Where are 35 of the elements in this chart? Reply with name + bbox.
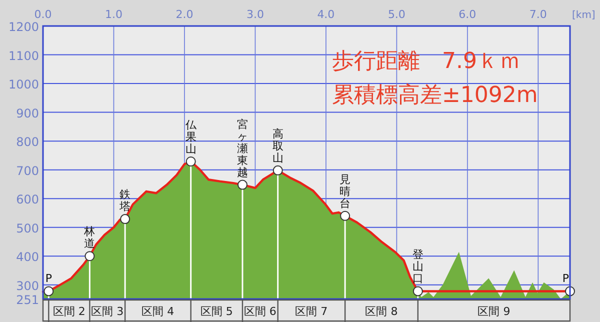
x-tick-label: 7.0	[529, 8, 547, 21]
y-tick-label: 251	[16, 293, 39, 307]
y-tick-label: 700	[16, 164, 39, 178]
x-tick-label: 3.0	[246, 8, 264, 21]
y-tick-label: 400	[16, 250, 39, 264]
y-tick-label: 800	[16, 135, 39, 150]
x-tick-label: 2.0	[176, 8, 194, 21]
y-tick-label: 300	[16, 278, 39, 293]
x-tick-label: 1.0	[104, 8, 122, 21]
annotation: 区間 2	[52, 305, 86, 318]
x-tick-label: 5.0	[388, 8, 406, 21]
x-axis-title: [km]	[572, 10, 596, 21]
y-tick-label: 1000	[8, 78, 39, 92]
x-tick-label: 6.0	[458, 8, 476, 21]
y-tick-label: 500	[16, 221, 39, 236]
annotation: 林道	[83, 225, 96, 250]
annotation: 高取山	[272, 127, 284, 164]
annotation: 区間 6	[244, 305, 276, 318]
annotation: 仏果山	[184, 118, 198, 156]
annotation: 区間 3	[91, 305, 124, 318]
annotation: 鉄塔	[118, 188, 131, 214]
annotation: 区間 4	[142, 305, 174, 318]
y-tick-label: 600	[16, 192, 39, 207]
annotation: 区間 7	[295, 305, 328, 318]
annotation: 見晴台	[340, 172, 351, 210]
annotation: P	[45, 272, 52, 286]
y-tick-label: 900	[16, 106, 39, 120]
annotation: P	[562, 272, 570, 286]
x-tick-label: 4.0	[317, 8, 335, 21]
annotation: 区間 9	[478, 305, 510, 318]
annotation: 区間 8	[365, 305, 398, 318]
x-tick-label: 0.0	[34, 8, 52, 21]
y-tick-label: 1200	[8, 20, 39, 34]
y-tick-label: 1100	[8, 48, 39, 63]
annotation: 区間 5	[200, 305, 233, 318]
